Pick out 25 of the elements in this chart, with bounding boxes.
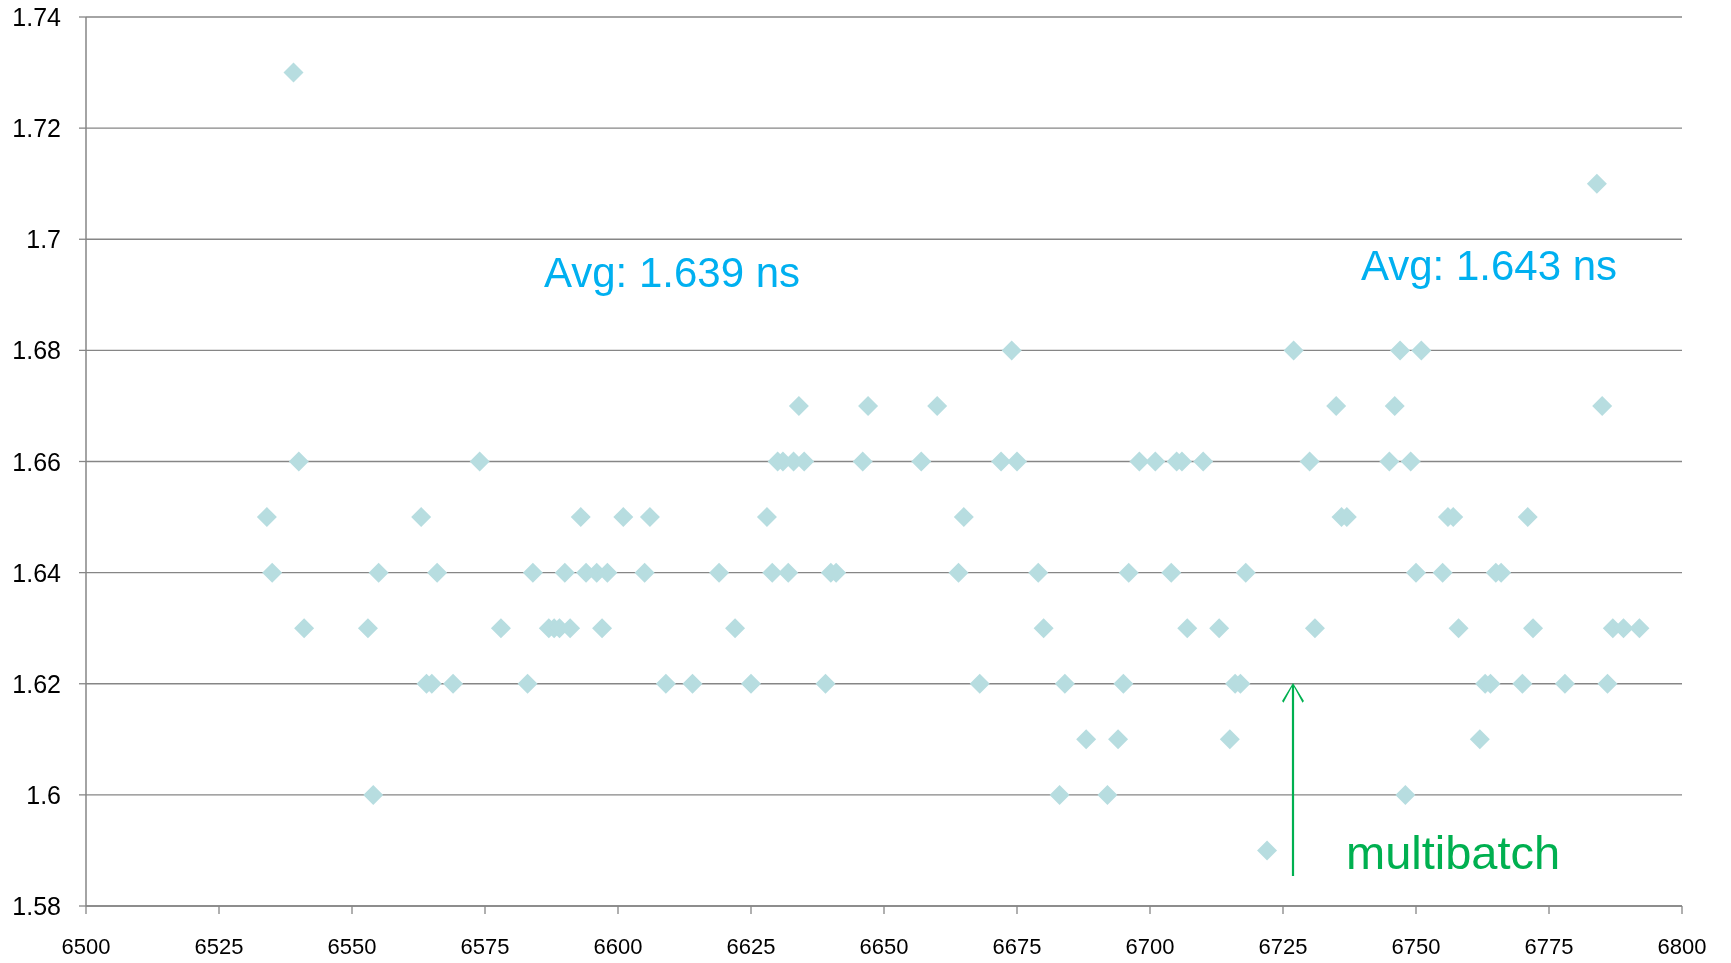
annotation: Avg: 1.643 ns <box>1361 242 1618 289</box>
x-tick-label: 6550 <box>327 934 377 959</box>
x-tick-label: 6700 <box>1125 934 1175 959</box>
y-tick-label: 1.58 <box>12 892 61 920</box>
y-tick-label: 1.66 <box>12 447 61 476</box>
y-tick-label: 1.7 <box>26 225 61 254</box>
x-tick-label: 6675 <box>992 934 1042 959</box>
x-tick-label: 6725 <box>1258 934 1308 959</box>
x-tick-label: 6525 <box>194 934 244 959</box>
x-tick-label: 6800 <box>1657 934 1707 959</box>
x-tick-label: 6775 <box>1524 934 1574 959</box>
y-tick-label: 1.62 <box>12 669 61 698</box>
y-tick-label: 1.74 <box>12 3 62 31</box>
annotation: Avg: 1.639 ns <box>544 249 801 296</box>
x-tick-label: 6500 <box>61 934 111 959</box>
x-tick-label: 6750 <box>1391 934 1441 959</box>
y-tick-label: 1.68 <box>12 336 61 365</box>
y-tick-label: 1.6 <box>26 780 61 809</box>
annotation: multibatch <box>1346 826 1561 879</box>
x-tick-label: 6600 <box>593 934 643 959</box>
x-tick-label: 6575 <box>460 934 510 959</box>
y-tick-label: 1.64 <box>12 558 62 587</box>
x-tick-label: 6650 <box>859 934 909 959</box>
x-tick-label: 6625 <box>726 934 776 959</box>
y-tick-label: 1.72 <box>12 114 61 143</box>
